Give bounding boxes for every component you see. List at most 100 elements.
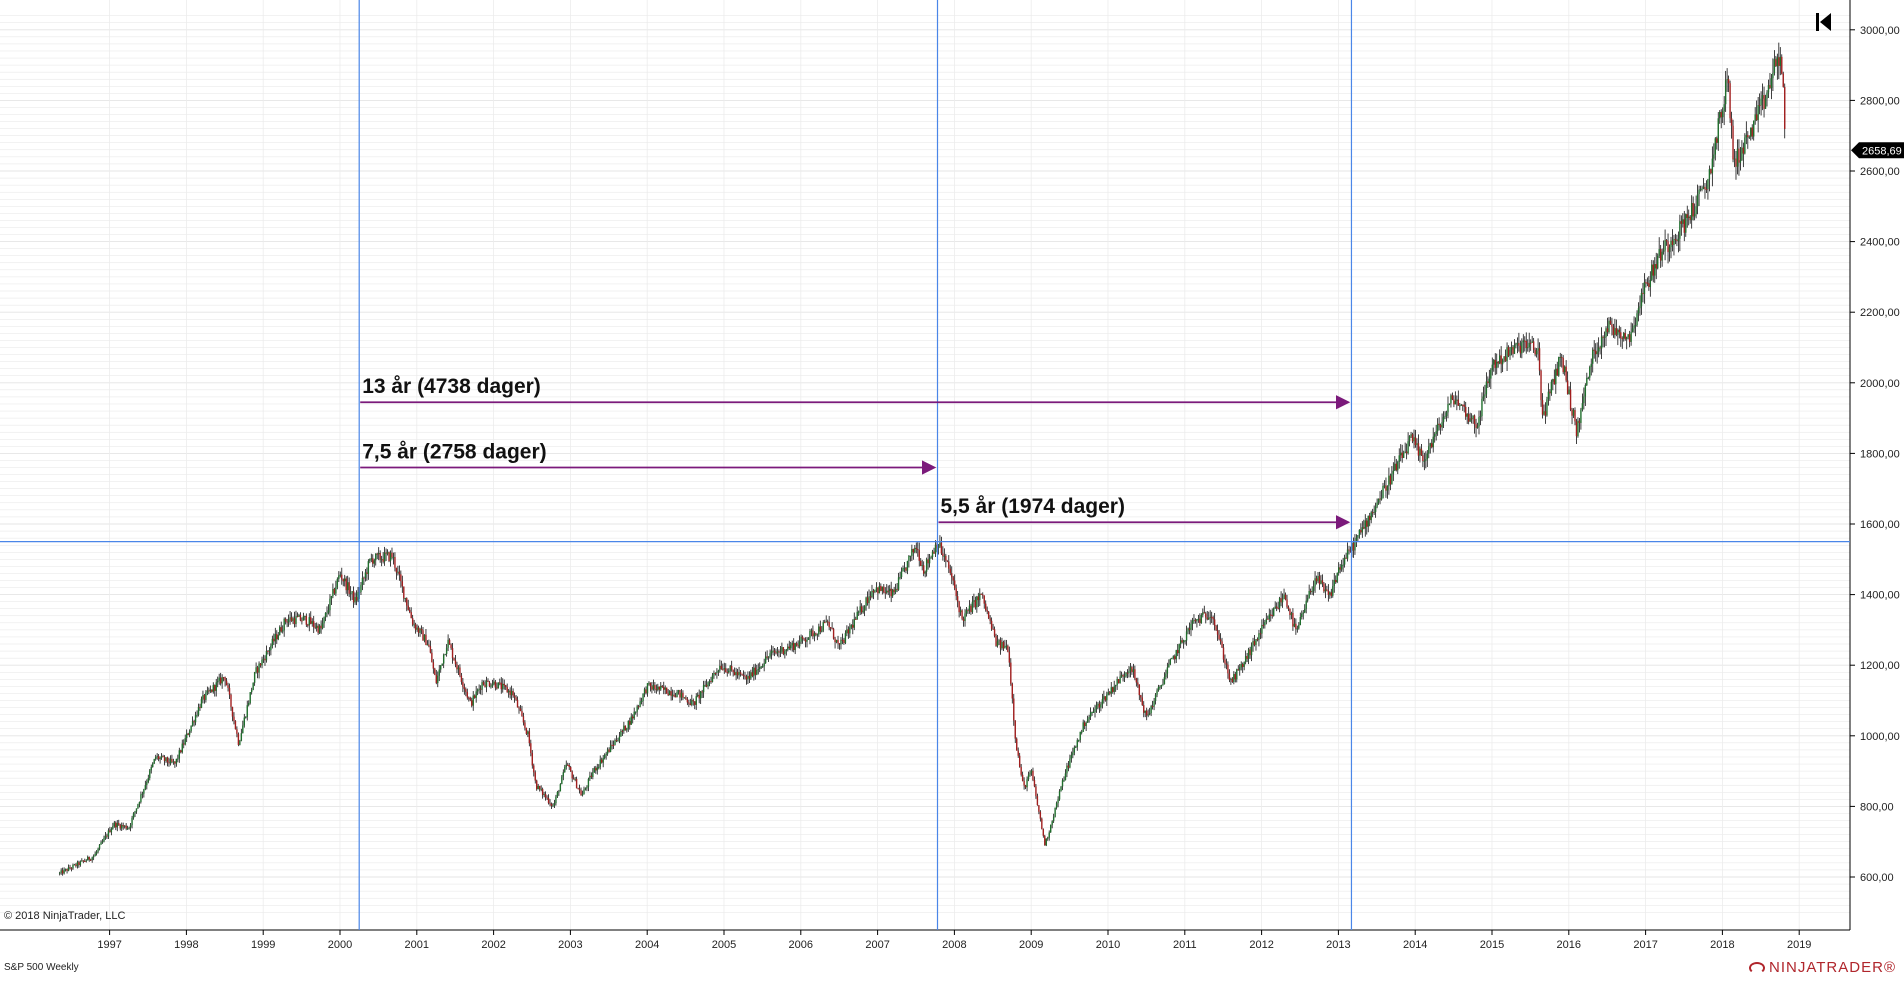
candle-body	[471, 700, 473, 706]
candle-body	[188, 731, 191, 735]
candle-body	[1086, 719, 1089, 723]
candle-body	[1218, 634, 1220, 640]
candle-body	[624, 725, 627, 731]
candle-body	[1628, 334, 1631, 342]
candle-body	[1063, 780, 1065, 782]
candle-body	[1512, 347, 1514, 354]
candle-body	[1231, 678, 1234, 682]
candle-body	[1168, 664, 1170, 668]
candle-body	[1781, 56, 1783, 74]
candle-body	[1376, 502, 1378, 507]
y-tick-label: 1800,00	[1860, 448, 1900, 460]
candle-body	[369, 558, 371, 562]
candle-body	[556, 791, 559, 797]
candle-body	[620, 730, 622, 737]
candle-body	[1739, 160, 1742, 163]
candle-body	[1159, 686, 1161, 688]
candle-body	[193, 721, 195, 723]
candle-body	[1335, 580, 1337, 583]
candle-body	[1651, 264, 1653, 280]
candle-body	[614, 740, 616, 745]
candle-body	[1583, 396, 1585, 404]
candle-body	[1524, 340, 1526, 342]
candle-body	[1594, 350, 1597, 355]
candle-body	[948, 561, 950, 569]
candle-body	[1038, 805, 1040, 812]
candle-body	[1494, 359, 1496, 368]
candle-body	[974, 600, 977, 608]
candle-body	[1775, 59, 1777, 67]
candle-body	[509, 690, 511, 696]
candle-body	[1265, 618, 1268, 623]
candle-body	[1769, 85, 1771, 88]
candle-body	[73, 864, 76, 866]
candle-body	[1753, 120, 1755, 137]
candle-body	[1047, 837, 1049, 839]
candle-body	[677, 690, 680, 692]
candle-body	[897, 577, 900, 590]
candle-body	[1219, 639, 1222, 642]
candle-body	[1196, 619, 1198, 622]
candle-body	[280, 627, 282, 632]
candle-body	[1463, 404, 1465, 407]
candle-body	[1600, 336, 1603, 349]
candle-body	[546, 797, 548, 799]
candle-body	[1662, 250, 1665, 252]
candle-body	[1148, 713, 1151, 715]
candle-body	[1432, 436, 1434, 448]
candle-body	[699, 691, 702, 699]
candle-body	[555, 796, 557, 804]
candle-body	[1747, 134, 1749, 138]
candle-body	[1054, 807, 1056, 817]
candle-body	[770, 650, 773, 654]
candle-body	[265, 651, 268, 661]
candle-body	[837, 639, 839, 644]
candle-body	[924, 571, 926, 574]
x-tick-label: 2008	[942, 939, 966, 951]
candle-body	[411, 618, 414, 625]
candle-body	[1735, 158, 1737, 167]
candle-body	[1213, 619, 1216, 626]
candle-body	[1407, 441, 1409, 454]
candle-body	[382, 559, 384, 562]
jump-to-start-button[interactable]	[1814, 10, 1834, 34]
candle-body	[1727, 79, 1730, 84]
candle-body	[1574, 410, 1576, 422]
candle-body	[1355, 537, 1358, 541]
candle-body	[292, 618, 294, 622]
candle-body	[1275, 606, 1278, 609]
jump-to-start-icon	[1816, 13, 1831, 31]
candle-body	[1253, 641, 1256, 645]
candle-body	[1525, 341, 1527, 349]
y-tick-label: 1200,00	[1860, 660, 1900, 672]
candle-body	[807, 637, 810, 640]
candle-body	[1528, 342, 1530, 348]
candle-body	[307, 624, 309, 626]
candle-body	[118, 823, 120, 825]
candle-body	[1565, 366, 1567, 381]
candle-body	[1004, 645, 1006, 649]
candle-body	[91, 857, 93, 861]
candle-body	[1165, 673, 1167, 678]
candle-body	[281, 630, 284, 632]
candle-body	[1230, 678, 1232, 680]
candle-body	[998, 640, 1000, 642]
x-tick-label: 2013	[1326, 939, 1350, 951]
candle-body	[838, 643, 841, 645]
candle-body	[125, 825, 127, 829]
candle-body	[60, 870, 62, 873]
candle-body	[976, 596, 978, 608]
candle-body	[964, 613, 966, 622]
candle-body	[1773, 59, 1776, 73]
candle-body	[660, 685, 662, 690]
candle-body	[225, 680, 228, 686]
candle-body	[1340, 564, 1343, 570]
candle-body	[372, 558, 374, 564]
candle-body	[1490, 370, 1492, 379]
candle-body	[1537, 348, 1539, 351]
candle-body	[1270, 614, 1272, 616]
candle-body	[1736, 148, 1739, 167]
candle-body	[389, 552, 392, 562]
